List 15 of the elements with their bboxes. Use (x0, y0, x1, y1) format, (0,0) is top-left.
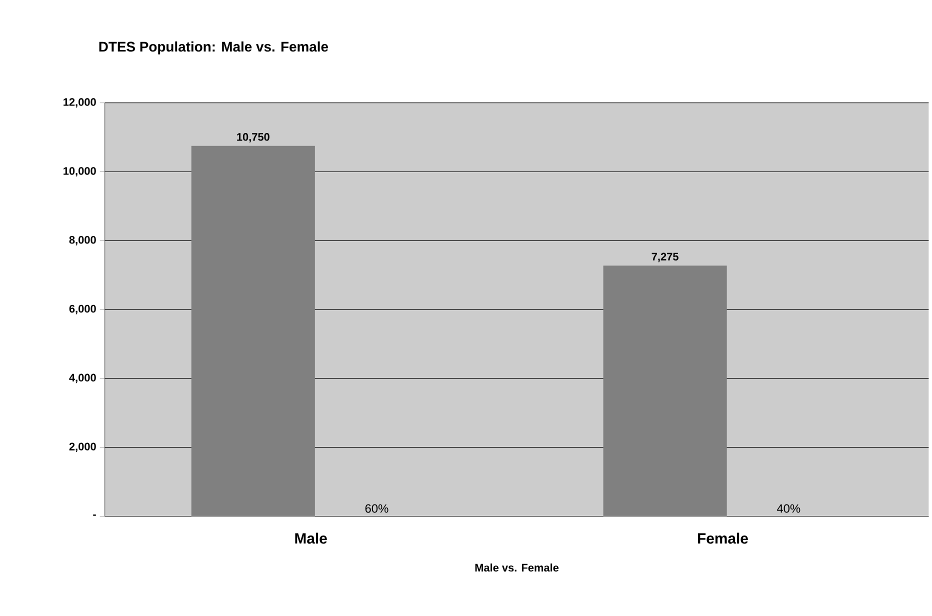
y-tick-label: 8,000 (69, 236, 96, 246)
x-tick-label: Female (698, 532, 748, 544)
y-tick-label: 10,000 (64, 167, 96, 176)
y-tick-label: 2,000 (69, 442, 96, 452)
x-axis-title: Male vs. Female (475, 563, 559, 572)
y-tick-label: 4,000 (69, 374, 96, 384)
y-tick-label: - (93, 514, 96, 516)
data-label: 7,275 (652, 252, 678, 262)
data-label: 10,750 (237, 133, 270, 142)
x-tick-label: Male (295, 532, 327, 544)
y-tick-label: 6,000 (69, 304, 96, 314)
annotation: 40% (776, 504, 800, 513)
chart-title: DTES Population: Male vs. Female (99, 41, 328, 54)
annotation: 60% (365, 504, 388, 513)
y-tick-label: 12,000 (64, 98, 96, 108)
